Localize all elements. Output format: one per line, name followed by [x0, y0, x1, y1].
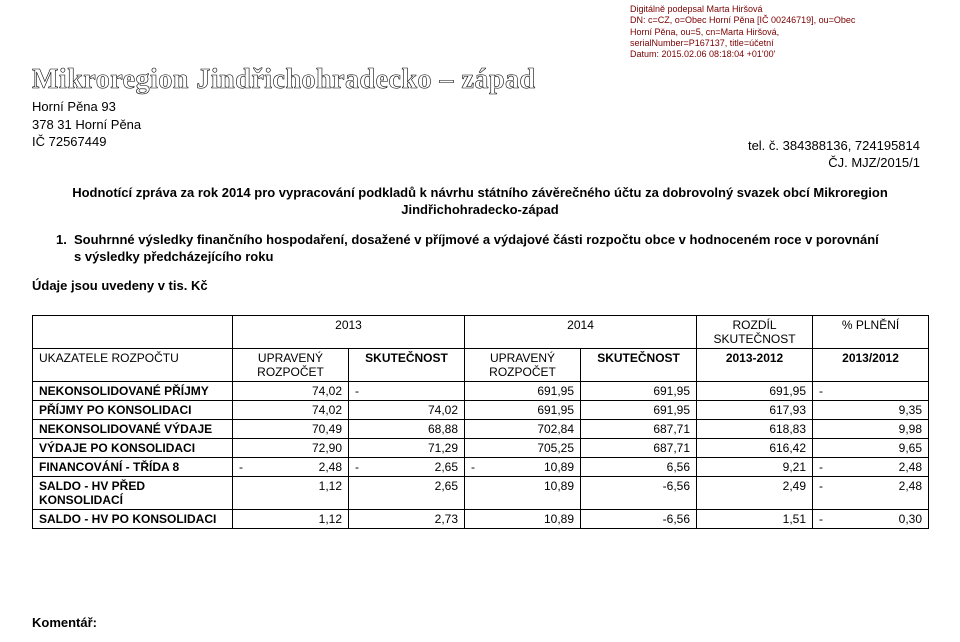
digital-signature-block: Digitálně podepsal Marta Hiršová DN: c=C…	[630, 4, 920, 60]
table-cell: 702,84	[465, 419, 581, 438]
signature-line: serialNumber=P167137, title=účetní	[630, 38, 920, 49]
th-diff-top: ROZDÍL	[733, 318, 777, 332]
address-line: 378 31 Horní Pěna	[32, 116, 928, 134]
table-cell: 616,42	[697, 438, 813, 457]
table-cell: -	[349, 381, 465, 400]
th-diff: ROZDÍL SKUTEČNOST	[697, 315, 813, 348]
signature-line: Digitálně podepsal Marta Hiršová	[630, 4, 920, 15]
table-cell: -10,89	[465, 457, 581, 476]
table-cell: 691,95	[465, 400, 581, 419]
telephone: tel. č. 384388136, 724195814	[748, 137, 920, 155]
row-label: SALDO - HV PŘED KONSOLIDACÍ	[33, 476, 233, 509]
th-range: 2013-2012	[697, 348, 813, 381]
section-text-line: Souhrnné výsledky finančního hospodaření…	[74, 231, 879, 249]
th-skutecnost-2014: SKUTEČNOST	[581, 348, 697, 381]
row-label: FINANCOVÁNÍ - TŘÍDA 8	[33, 457, 233, 476]
row-label: NEKONSOLIDOVANÉ PŘÍJMY	[33, 381, 233, 400]
signature-line: Datum: 2015.02.06 08:18:04 +01'00'	[630, 49, 920, 60]
table-cell: 74,02	[233, 381, 349, 400]
table-cell: 9,21	[697, 457, 813, 476]
th-year-2014: 2014	[465, 315, 697, 348]
table-cell: -6,56	[581, 476, 697, 509]
row-label: SALDO - HV PO KONSOLIDACI	[33, 509, 233, 528]
table-cell: 1,12	[233, 476, 349, 509]
table-row: NEKONSOLIDOVANÉ VÝDAJE70,4968,88702,8468…	[33, 419, 929, 438]
table-cell: 74,02	[349, 400, 465, 419]
th-label: UPRAVENÝ	[490, 351, 555, 365]
table-cell: 2,73	[349, 509, 465, 528]
table-cell: 9,65	[813, 438, 929, 457]
table-cell: -	[813, 381, 929, 400]
table-cell: 691,95	[697, 381, 813, 400]
comment-label: Komentář:	[32, 615, 97, 630]
table-cell: 617,93	[697, 400, 813, 419]
th-blank	[33, 315, 233, 348]
table-cell: 691,95	[581, 381, 697, 400]
table-cell: 1,51	[697, 509, 813, 528]
table-cell: 74,02	[233, 400, 349, 419]
th-pct: % PLNĚNÍ	[813, 315, 929, 348]
th-skutecnost-2013: SKUTEČNOST	[349, 348, 465, 381]
table-cell: 70,49	[233, 419, 349, 438]
table-cell: -2,48	[813, 476, 929, 509]
table-cell: 6,56	[581, 457, 697, 476]
reference-number: ČJ. MJZ/2015/1	[748, 154, 920, 172]
table-cell: 1,12	[233, 509, 349, 528]
table-cell: 10,89	[465, 476, 581, 509]
table-row: SALDO - HV PO KONSOLIDACI1,122,7310,89-6…	[33, 509, 929, 528]
table-cell: 618,83	[697, 419, 813, 438]
th-upraveny-2014: UPRAVENÝ ROZPOČET	[465, 348, 581, 381]
table-cell: 9,98	[813, 419, 929, 438]
th-year-2013: 2013	[233, 315, 465, 348]
table-cell: 691,95	[465, 381, 581, 400]
th-label: ROZPOČET	[257, 365, 324, 379]
budget-table: 2013 2014 ROZDÍL SKUTEČNOST % PLNĚNÍ UKA…	[32, 315, 929, 529]
table-cell: -2,48	[813, 457, 929, 476]
signature-line: DN: c=CZ, o=Obec Horní Pěna [IČ 00246719…	[630, 15, 920, 26]
table-cell: 2,49	[697, 476, 813, 509]
th-diff-bot: SKUTEČNOST	[714, 332, 796, 346]
section-number: 1.	[56, 231, 74, 266]
th-label: UPRAVENÝ	[258, 351, 323, 365]
table-cell: 68,88	[349, 419, 465, 438]
row-label: VÝDAJE PO KONSOLIDACI	[33, 438, 233, 457]
table-row: PŘÍJMY PO KONSOLIDACI74,0274,02691,95691…	[33, 400, 929, 419]
report-title-line: Jindřichohradecko-západ	[44, 201, 916, 219]
th-label: ROZPOČET	[489, 365, 556, 379]
signature-line: Horní Pěna, ou=5, cn=Marta Hiršová,	[630, 27, 920, 38]
table-row: SALDO - HV PŘED KONSOLIDACÍ1,122,6510,89…	[33, 476, 929, 509]
table-cell: -2,48	[233, 457, 349, 476]
table-cell: 9,35	[813, 400, 929, 419]
report-title: Hodnotící zpráva za rok 2014 pro vypraco…	[32, 184, 928, 219]
section-text-line: s výsledky předcházejícího roku	[74, 248, 879, 266]
table-row: FINANCOVÁNÍ - TŘÍDA 8-2,48-2,65-10,896,5…	[33, 457, 929, 476]
table-cell: -0,30	[813, 509, 929, 528]
org-title: Mikroregion Jindřichohradecko – západ	[32, 64, 928, 96]
table-cell: 687,71	[581, 419, 697, 438]
row-label: NEKONSOLIDOVANÉ VÝDAJE	[33, 419, 233, 438]
report-title-line: Hodnotící zpráva za rok 2014 pro vypraco…	[44, 184, 916, 202]
units-note: Údaje jsou uvedeny v tis. Kč	[32, 278, 928, 293]
table-cell: 687,71	[581, 438, 697, 457]
table-cell: 71,29	[349, 438, 465, 457]
table-row: NEKONSOLIDOVANÉ PŘÍJMY74,02-691,95691,95…	[33, 381, 929, 400]
table-cell: 2,65	[349, 476, 465, 509]
row-label: PŘÍJMY PO KONSOLIDACI	[33, 400, 233, 419]
section-1: 1. Souhrnné výsledky finančního hospodař…	[32, 231, 928, 266]
table-cell: -6,56	[581, 509, 697, 528]
table-cell: 705,25	[465, 438, 581, 457]
contact-block: tel. č. 384388136, 724195814 ČJ. MJZ/201…	[748, 137, 920, 172]
table-cell: -2,65	[349, 457, 465, 476]
th-indicator: UKAZATELE ROZPOČTU	[33, 348, 233, 381]
table-cell: 691,95	[581, 400, 697, 419]
table-cell: 10,89	[465, 509, 581, 528]
table-cell: 72,90	[233, 438, 349, 457]
th-upraveny-2013: UPRAVENÝ ROZPOČET	[233, 348, 349, 381]
address-line: Horní Pěna 93	[32, 98, 928, 116]
table-row: VÝDAJE PO KONSOLIDACI72,9071,29705,25687…	[33, 438, 929, 457]
th-range-pct: 2013/2012	[813, 348, 929, 381]
